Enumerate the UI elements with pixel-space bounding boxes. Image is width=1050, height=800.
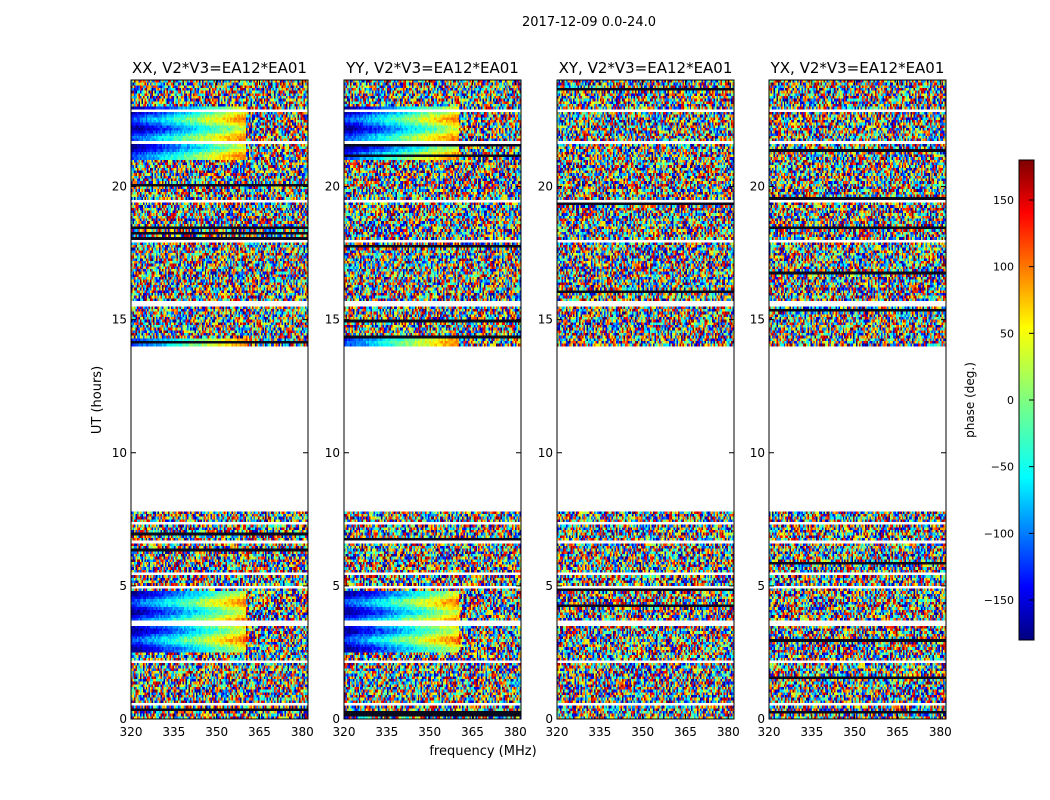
x-tick-label: 365 bbox=[461, 725, 484, 739]
panel-title: XX, V2*V3=EA12*EA01 bbox=[132, 59, 307, 77]
colorbar-tick-label: −50 bbox=[991, 461, 1014, 474]
colorbar-tick-label: 0 bbox=[1007, 394, 1014, 407]
panel-title: YY, V2*V3=EA12*EA01 bbox=[345, 59, 519, 77]
y-tick-label: 15 bbox=[750, 313, 765, 327]
y-tick-label: 5 bbox=[757, 579, 765, 593]
y-tick-label: 0 bbox=[545, 712, 553, 726]
x-tick-label: 350 bbox=[205, 725, 228, 739]
x-tick-label: 335 bbox=[588, 725, 611, 739]
x-tick-label: 380 bbox=[291, 725, 314, 739]
x-tick-label: 350 bbox=[631, 725, 654, 739]
y-tick-label: 5 bbox=[119, 579, 127, 593]
x-tick-label: 380 bbox=[929, 725, 952, 739]
x-tick-label: 350 bbox=[843, 725, 866, 739]
colorbar-tick-label: 50 bbox=[1000, 327, 1014, 340]
y-tick-label: 20 bbox=[538, 180, 553, 194]
panel-title: YX, V2*V3=EA12*EA01 bbox=[770, 59, 945, 77]
panel-xx: XX, V2*V3=EA12*EA01 320 335 350 365 380 0 5 10 15… bbox=[112, 59, 314, 739]
figure-suptitle: 2017-12-09 0.0-24.0 bbox=[522, 15, 656, 30]
colorbar-tick-label: 100 bbox=[993, 261, 1014, 274]
y-tick-label: 5 bbox=[332, 579, 340, 593]
y-tick-label: 5 bbox=[545, 579, 553, 593]
panel-yx: YX, V2*V3=EA12*EA01 320 335 350 365 380 0 5 10 15… bbox=[750, 59, 952, 739]
y-axis-label: UT (hours) bbox=[90, 366, 105, 434]
y-tick-label: 0 bbox=[332, 712, 340, 726]
panel-heatmap bbox=[131, 80, 308, 719]
panel-frame bbox=[130, 79, 309, 720]
y-tick-label: 10 bbox=[325, 446, 340, 460]
y-tick-label: 15 bbox=[112, 313, 127, 327]
panel-yy: YY, V2*V3=EA12*EA01 320 335 350 365 380 0 5 10 15… bbox=[325, 59, 527, 739]
panel-heatmap bbox=[769, 80, 946, 719]
x-tick-label: 365 bbox=[674, 725, 697, 739]
panel-frame bbox=[768, 79, 947, 720]
x-tick-label: 365 bbox=[886, 725, 909, 739]
x-tick-label: 380 bbox=[717, 725, 740, 739]
colorbar-ticks: 150 100 50 0 −50 −100 −150 bbox=[984, 194, 1034, 607]
colorbar: 150 100 50 0 −50 −100 −150 phase (deg.) bbox=[963, 159, 1035, 641]
x-tick-label: 320 bbox=[546, 725, 569, 739]
y-tick-label: 10 bbox=[538, 446, 553, 460]
y-tick-label: 20 bbox=[750, 180, 765, 194]
y-tick-label: 10 bbox=[750, 446, 765, 460]
x-tick-label: 320 bbox=[758, 725, 781, 739]
colorbar-tick-label: −100 bbox=[984, 527, 1014, 540]
y-tick-label: 15 bbox=[325, 313, 340, 327]
x-tick-label: 350 bbox=[418, 725, 441, 739]
x-tick-label: 380 bbox=[504, 725, 527, 739]
panels-group: XX, V2*V3=EA12*EA01 320 335 350 365 380 0 5 10 15… bbox=[112, 59, 952, 739]
colorbar-tick-label: −150 bbox=[984, 594, 1014, 607]
y-tick-label: 15 bbox=[538, 313, 553, 327]
panel-xy: XY, V2*V3=EA12*EA01 320 335 350 365 380 0 5 10 15… bbox=[538, 59, 740, 739]
x-tick-label: 365 bbox=[248, 725, 271, 739]
x-axis-label: frequency (MHz) bbox=[429, 744, 536, 759]
colorbar-tick-label: 150 bbox=[993, 194, 1014, 207]
x-tick-label: 320 bbox=[120, 725, 143, 739]
y-tick-label: 20 bbox=[325, 180, 340, 194]
panel-frame bbox=[343, 79, 522, 720]
x-tick-label: 335 bbox=[800, 725, 823, 739]
panel-heatmap bbox=[557, 80, 734, 719]
y-tick-label: 10 bbox=[112, 446, 127, 460]
panel-title: XY, V2*V3=EA12*EA01 bbox=[559, 59, 733, 77]
x-tick-label: 335 bbox=[375, 725, 398, 739]
colorbar-label: phase (deg.) bbox=[963, 362, 977, 438]
x-tick-label: 320 bbox=[333, 725, 356, 739]
y-tick-label: 0 bbox=[757, 712, 765, 726]
y-tick-label: 20 bbox=[112, 180, 127, 194]
panel-heatmap bbox=[344, 80, 521, 719]
y-tick-label: 0 bbox=[119, 712, 127, 726]
x-tick-label: 335 bbox=[162, 725, 185, 739]
panel-frame bbox=[556, 79, 735, 720]
